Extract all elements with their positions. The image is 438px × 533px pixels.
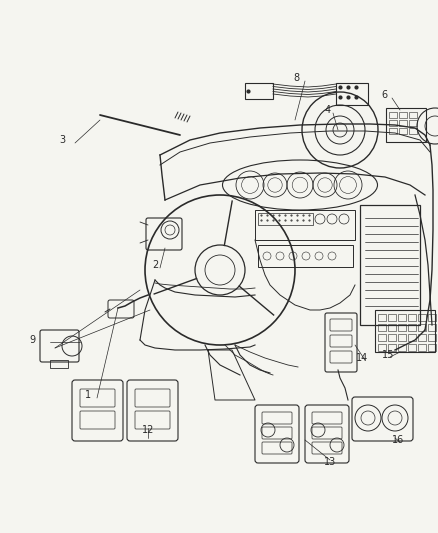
Text: 12: 12: [141, 425, 154, 435]
Text: 8: 8: [292, 73, 298, 83]
Text: 6: 6: [380, 90, 386, 100]
Text: 2: 2: [152, 260, 158, 270]
Text: 4: 4: [324, 105, 330, 115]
Text: 9: 9: [29, 335, 35, 345]
Text: 13: 13: [323, 457, 336, 467]
Text: 3: 3: [59, 135, 65, 145]
Text: 14: 14: [355, 353, 367, 363]
Text: 16: 16: [391, 435, 403, 445]
Text: 1: 1: [85, 390, 91, 400]
Text: 15: 15: [381, 350, 393, 360]
